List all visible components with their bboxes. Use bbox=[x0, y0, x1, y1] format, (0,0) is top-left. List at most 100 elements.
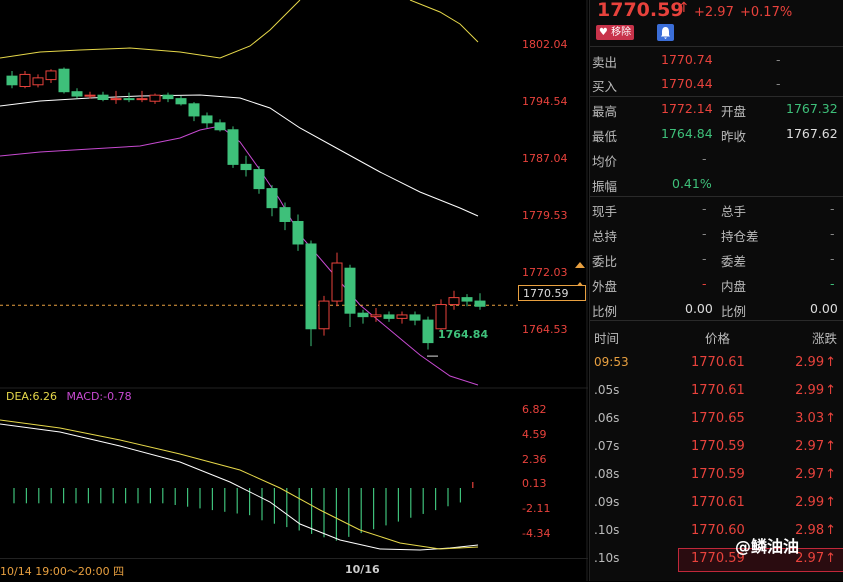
bell-icon bbox=[661, 27, 670, 39]
tick-row: .05s 1770.61 2.99↑ bbox=[590, 378, 843, 406]
price-axis-label: 1794.54 bbox=[522, 95, 568, 108]
tick-change-value: 3.03 bbox=[795, 411, 825, 426]
macd-legend: DEA:6.26 MACD:-0.78 bbox=[0, 390, 132, 403]
candle-body bbox=[461, 297, 473, 302]
order-diff-label: 委差 bbox=[721, 254, 747, 269]
remove-label: 移除 bbox=[611, 27, 632, 38]
macd-axis-label: -4.34 bbox=[522, 527, 551, 540]
open-value: 1767.32 bbox=[786, 101, 838, 116]
avg-value: - bbox=[702, 151, 707, 166]
kline-svg[interactable] bbox=[0, 0, 588, 581]
up-arrow-icon: ↑ bbox=[825, 383, 836, 398]
kline-chart[interactable]: 1802.04 1794.54 1787.04 1779.53 1772.03 … bbox=[0, 0, 588, 581]
ticks-header-change: 涨跌 bbox=[812, 331, 838, 346]
macd-axis-label: 0.13 bbox=[522, 477, 547, 490]
low-label: 最低 bbox=[592, 129, 618, 144]
candle-body bbox=[357, 312, 369, 318]
candle-body bbox=[110, 98, 122, 101]
ratio-value-2: 0.00 bbox=[810, 301, 838, 316]
macd-value: MACD:-0.78 bbox=[66, 390, 132, 403]
macd-axis-label: 2.36 bbox=[522, 453, 547, 466]
remove-watchlist-button[interactable]: ♥ 移除 bbox=[596, 25, 634, 40]
up-arrow-icon: ↑ bbox=[825, 551, 836, 566]
total-volume-label: 总手 bbox=[721, 204, 747, 219]
open-interest-value: - bbox=[702, 226, 707, 241]
tick-change-value: 2.97 bbox=[795, 551, 825, 566]
candle-body bbox=[240, 163, 252, 171]
tick-change: 2.99↑ bbox=[795, 383, 836, 398]
tick-change-value: 2.99 bbox=[795, 383, 825, 398]
inner-volume-label: 内盘 bbox=[721, 279, 747, 294]
candle-body bbox=[97, 94, 109, 100]
price-change-pct: +0.17% bbox=[740, 5, 793, 20]
now-volume-label: 现手 bbox=[592, 204, 618, 219]
boll-mid-line bbox=[0, 94, 479, 217]
price-axis-label: 1772.03 bbox=[522, 266, 568, 279]
macd-dif-line bbox=[0, 423, 479, 551]
candle-body bbox=[266, 188, 278, 209]
oi-diff-label: 持仓差 bbox=[721, 229, 759, 244]
sell-label: 卖出 bbox=[592, 55, 618, 70]
bell-alert-button[interactable] bbox=[657, 24, 674, 41]
low-value: 1764.84 bbox=[661, 126, 713, 141]
tick-row: 09:53 1770.61 2.99↑ bbox=[590, 350, 843, 378]
boll-lower-line bbox=[0, 125, 479, 386]
candle-body bbox=[136, 98, 148, 101]
up-arrow-icon: ↑ bbox=[825, 495, 836, 510]
tick-change: 3.03↑ bbox=[795, 411, 836, 426]
tick-change: 2.97↑ bbox=[795, 439, 836, 454]
sell-volume: - bbox=[776, 52, 781, 67]
ratio-value-1: 0.00 bbox=[685, 301, 713, 316]
amplitude-value: 0.41% bbox=[672, 176, 712, 191]
candle-body bbox=[279, 207, 291, 222]
inner-volume-value: - bbox=[830, 276, 835, 291]
tick-row: .10s 1770.59 2.97↑ bbox=[590, 546, 843, 574]
outer-volume-label: 外盘 bbox=[592, 279, 618, 294]
buy-volume: - bbox=[776, 76, 781, 91]
tick-change: 2.97↑ bbox=[795, 467, 836, 482]
buy-label: 买入 bbox=[592, 79, 618, 94]
watermark-text: @鳞油油 bbox=[735, 537, 800, 556]
tick-change: 2.99↑ bbox=[795, 495, 836, 510]
heart-icon: ♥ bbox=[598, 27, 608, 38]
tick-price: 1770.61 bbox=[691, 355, 745, 370]
candle-body bbox=[396, 314, 408, 319]
tick-change-value: 2.99 bbox=[795, 355, 825, 370]
tick-row: .10s 1770.60 2.98↑ bbox=[590, 518, 843, 546]
time-axis: 10/14 19:00～20:00 四 10/16 bbox=[0, 558, 588, 582]
tick-row: .07s 1770.59 2.97↑ bbox=[590, 434, 843, 462]
total-volume-value: - bbox=[830, 201, 835, 216]
candle-body bbox=[71, 91, 83, 97]
ticks-header-price: 价格 bbox=[705, 331, 731, 346]
up-arrow-icon: ↑ bbox=[825, 355, 836, 370]
tick-price: 1770.59 bbox=[691, 439, 745, 454]
candle-body bbox=[318, 300, 330, 330]
price-change: +2.97 bbox=[694, 5, 734, 20]
candle-body bbox=[409, 314, 421, 321]
candle-body bbox=[383, 314, 395, 319]
price-axis-label: 1802.04 bbox=[522, 38, 568, 51]
avg-label: 均价 bbox=[592, 154, 618, 169]
tick-time: .06s bbox=[594, 411, 620, 425]
amplitude-label: 振幅 bbox=[592, 179, 618, 194]
tick-price: 1770.59 bbox=[691, 467, 745, 482]
last-price: 1770.59 bbox=[597, 0, 684, 21]
up-arrow-icon: ↑ bbox=[825, 411, 836, 426]
prev-close-value: 1767.62 bbox=[786, 126, 838, 141]
tick-time: .10s bbox=[594, 523, 620, 537]
current-price-tag: 1770.59 bbox=[518, 285, 586, 301]
candle-body bbox=[45, 70, 57, 81]
tick-time: 09:53 bbox=[594, 355, 629, 369]
quote-panel: 1770.59 ↑ +2.97 +0.17% ♥ 移除 卖出 1770.74 -… bbox=[589, 0, 843, 581]
candle-body bbox=[175, 98, 187, 105]
high-value: 1772.14 bbox=[661, 101, 713, 116]
order-ratio-value: - bbox=[702, 251, 707, 266]
outer-volume-value: - bbox=[702, 276, 707, 291]
tick-row: .09s 1770.61 2.99↑ bbox=[590, 490, 843, 518]
tick-price: 1770.61 bbox=[691, 495, 745, 510]
candle-body bbox=[201, 115, 213, 124]
up-arrow-icon: ↑ bbox=[825, 523, 836, 538]
macd-axis-label: -2.11 bbox=[522, 502, 551, 515]
tick-highlight bbox=[678, 548, 843, 572]
low-price-annotation: 1764.84 bbox=[438, 328, 489, 341]
